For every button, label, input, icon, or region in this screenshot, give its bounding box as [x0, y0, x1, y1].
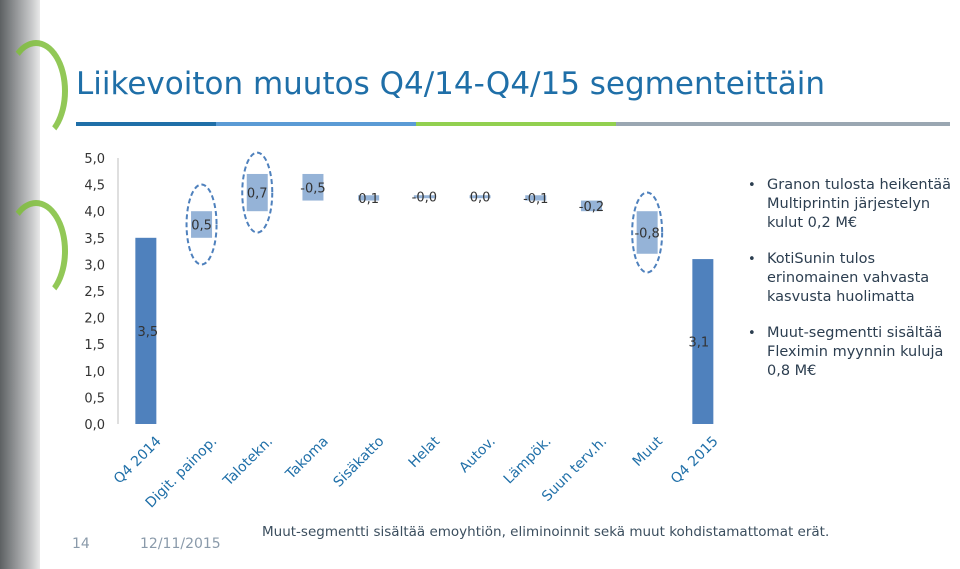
bar: [135, 237, 157, 424]
y-tick-label: 2,5: [84, 285, 105, 300]
data-label: -0,1: [523, 192, 548, 207]
bar: [469, 195, 491, 199]
data-label: -0,2: [579, 200, 604, 215]
data-label: 0,1: [358, 192, 379, 207]
data-label: -0,5: [300, 181, 325, 196]
x-tick-label: Takoma: [282, 434, 332, 484]
y-tick-label: 3,0: [84, 258, 105, 273]
y-tick-label: 4,5: [84, 179, 105, 194]
bullet-list: Granon tulosta heikentää Multiprintin jä…: [748, 176, 960, 398]
y-tick-label: 1,5: [84, 338, 105, 353]
data-label: 0,0: [470, 191, 491, 206]
decorative-ring: [4, 40, 68, 142]
footnote: Muut-segmentti sisältää emoyhtiön, elimi…: [262, 524, 830, 540]
x-tick-label: Sisäkatto: [330, 434, 387, 491]
bar: [636, 211, 658, 254]
bar: [580, 200, 602, 212]
x-tick-label: Q4 2014: [111, 433, 165, 487]
y-tick-label: 2,0: [84, 312, 105, 327]
bullet-item: KotiSunin tulos erinomainen vahvasta kas…: [748, 250, 960, 307]
y-tick-label: 1,0: [84, 365, 105, 380]
y-tick-label: 5,0: [84, 152, 105, 167]
data-label: 3,1: [689, 336, 710, 351]
bar: [692, 259, 714, 424]
bar: [413, 195, 435, 199]
data-label: -0,8: [634, 226, 659, 241]
data-label: 0,5: [191, 219, 212, 234]
highlight-ellipse: [241, 151, 274, 234]
bullet-item: Muut-segmentti sisältää Fleximin myynnin…: [748, 324, 960, 381]
x-tick-label: Lämpök.: [501, 434, 555, 488]
title-underline-gray: [616, 122, 950, 126]
decorative-side-band: [0, 0, 68, 569]
data-label: 3,5: [138, 325, 159, 340]
y-tick-label: 0,5: [84, 391, 105, 406]
bar: [302, 173, 324, 201]
bar: [358, 195, 380, 201]
slide-title: Liikevoiton muutos Q4/14-Q4/15 segmentei…: [76, 66, 826, 102]
x-tick-label: Q4 2015: [668, 434, 722, 488]
slide-date: 12/11/2015: [140, 536, 221, 552]
y-tick-label: 0,0: [84, 418, 105, 433]
title-underline-green: [416, 122, 616, 126]
highlight-ellipse: [631, 191, 664, 274]
x-tick-label: Muut: [630, 433, 667, 470]
x-tick-label: Autov.: [456, 434, 499, 477]
bullet-item: Granon tulosta heikentää Multiprintin jä…: [748, 176, 960, 233]
title-underline-lightblue: [216, 122, 416, 126]
bar: [191, 211, 213, 238]
decorative-ring: [4, 200, 68, 302]
bar: [525, 195, 547, 201]
x-tick-label: Talotekn.: [220, 434, 276, 490]
bar: [246, 173, 268, 212]
highlight-ellipse: [185, 183, 218, 266]
title-underline-blue: [76, 122, 216, 126]
y-tick-label: 3,5: [84, 232, 105, 247]
data-label: -0,0: [412, 191, 437, 206]
y-tick-label: 4,0: [84, 205, 105, 220]
page-number: 14: [72, 536, 90, 552]
x-tick-label: Helat: [406, 433, 444, 471]
data-label: 0,7: [247, 187, 268, 202]
